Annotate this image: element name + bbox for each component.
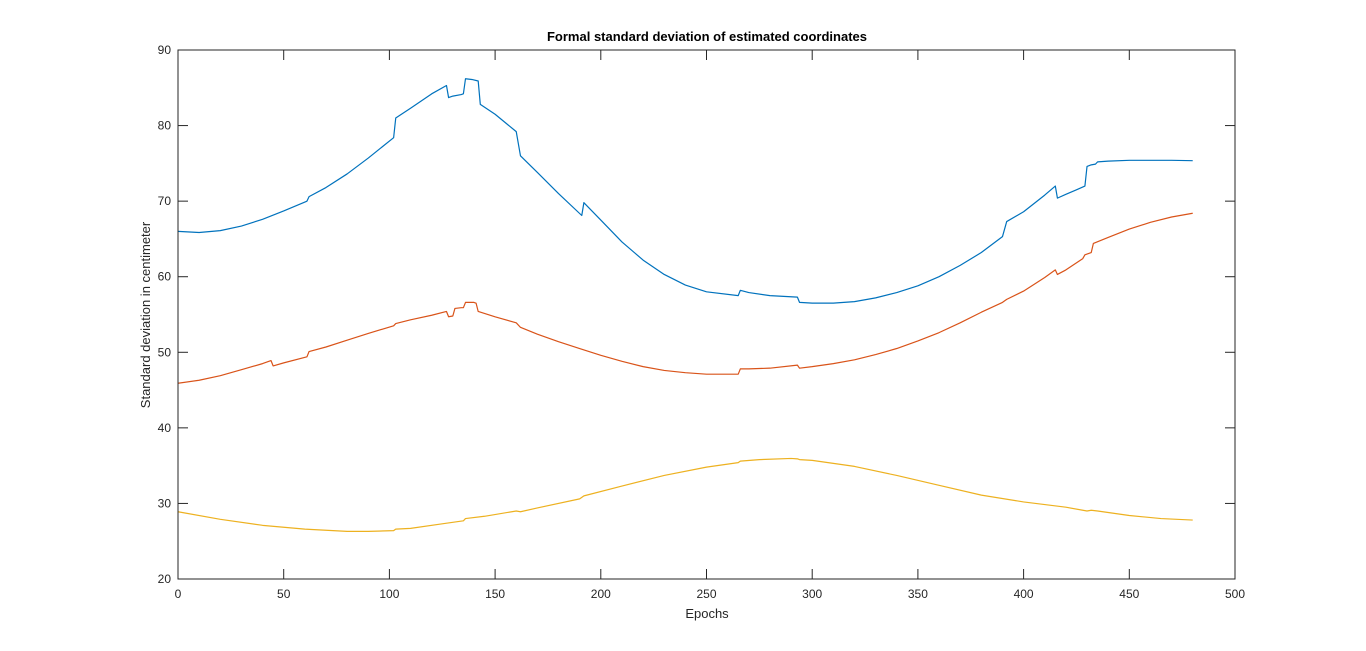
axes-layer: 0 50 100 150 200 250 300 350 400 450 500 20 30 40 50 60… (158, 43, 1246, 601)
x-tick-label: 400 (1014, 587, 1034, 601)
x-tick-label: 350 (908, 587, 928, 601)
y-tick-label: 80 (158, 119, 172, 133)
x-tick-label: 0 (175, 587, 182, 601)
y-tick-label: 20 (158, 572, 172, 586)
x-tick-label: 500 (1225, 587, 1245, 601)
x-tick-label: 100 (379, 587, 399, 601)
y-axis-title: Standard deviation in centimeter (138, 221, 153, 408)
chart-title: Formal standard deviation of estimated c… (547, 29, 867, 44)
x-tick-label: 200 (591, 587, 611, 601)
y-tick-label: 40 (158, 421, 172, 435)
x-tick-label: 50 (277, 587, 291, 601)
series-layer (177, 78, 1193, 532)
y-tick-label: 90 (158, 43, 172, 57)
y-tick-label: 50 (158, 345, 172, 359)
series-line-2 (177, 212, 1193, 384)
x-axis-title: Epochs (685, 606, 729, 621)
x-tick-label: 450 (1119, 587, 1139, 601)
x-tick-label: 150 (485, 587, 505, 601)
series-line-3 (177, 457, 1193, 532)
x-tick-label: 300 (802, 587, 822, 601)
y-tick-label: 70 (158, 194, 172, 208)
y-tick-label: 30 (158, 496, 172, 510)
series-line-1 (177, 78, 1193, 304)
y-tick-label: 60 (158, 270, 172, 284)
x-tick-label: 250 (696, 587, 716, 601)
